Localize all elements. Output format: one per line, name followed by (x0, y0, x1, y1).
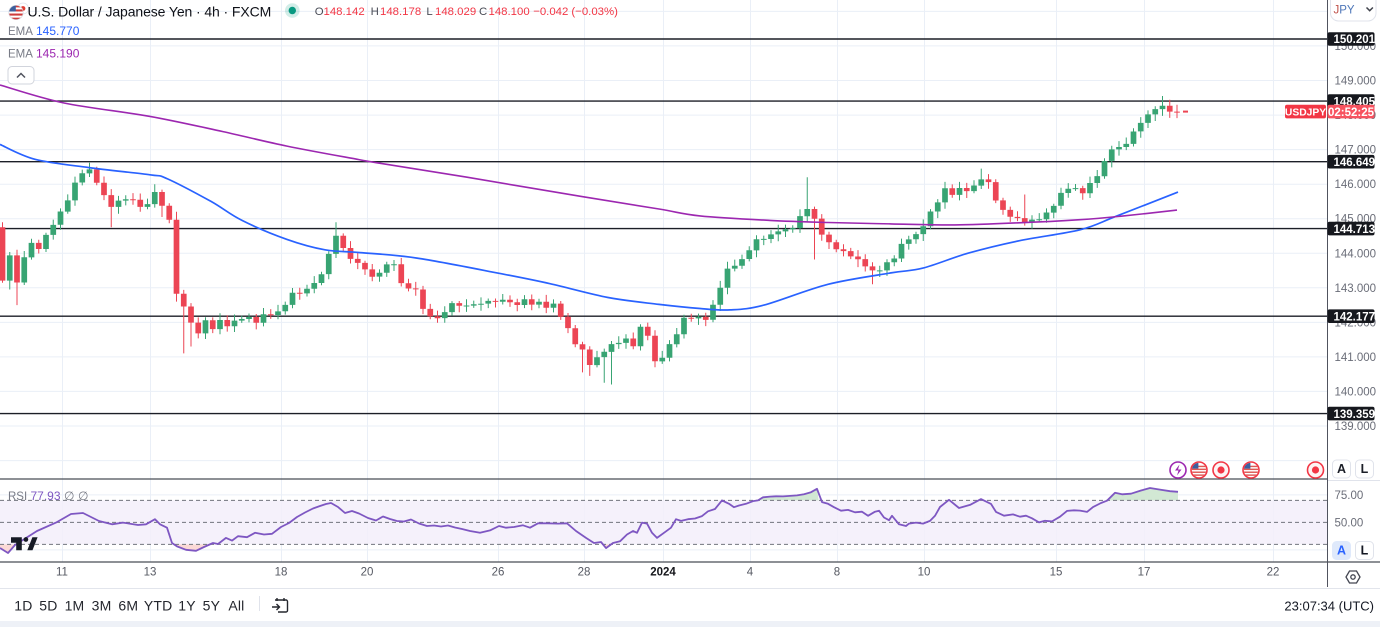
svg-text:18: 18 (275, 567, 288, 579)
svg-text:50.00: 50.00 (1335, 517, 1364, 529)
svg-text:8: 8 (834, 567, 840, 579)
svg-text:YTD: YTD (144, 598, 173, 614)
svg-text:A: A (1337, 462, 1346, 476)
svg-text:1Y: 1Y (178, 598, 196, 614)
svg-text:147.000: 147.000 (1335, 145, 1377, 157)
svg-text:77.93: 77.93 (31, 489, 61, 503)
svg-text:U.S. Dollar / Japanese Yen · 4: U.S. Dollar / Japanese Yen · 4h · FXCM (28, 4, 272, 20)
svg-text:∅: ∅ (78, 489, 88, 503)
svg-text:10: 10 (918, 567, 931, 579)
svg-text:139.359: 139.359 (1334, 409, 1376, 421)
svg-text:149.000: 149.000 (1335, 76, 1377, 88)
svg-text:L: L (1361, 544, 1369, 558)
svg-text:RSI: RSI (8, 491, 27, 503)
svg-text:144.713: 144.713 (1334, 224, 1376, 236)
svg-text:150.201: 150.201 (1334, 34, 1376, 46)
svg-text:L: L (1361, 462, 1369, 476)
svg-text:All: All (228, 598, 244, 614)
svg-text:26: 26 (492, 567, 505, 579)
svg-text:13: 13 (144, 567, 157, 579)
svg-text:17: 17 (1138, 567, 1151, 579)
svg-text:EMA: EMA (8, 49, 33, 61)
svg-text:5D: 5D (39, 598, 57, 614)
svg-text:6M: 6M (118, 598, 138, 614)
svg-text:23:07:34 (UTC): 23:07:34 (UTC) (1284, 599, 1374, 614)
svg-text:1D: 1D (14, 598, 32, 614)
svg-text:4: 4 (747, 567, 754, 579)
svg-text:144.000: 144.000 (1335, 248, 1377, 260)
svg-text:∅: ∅ (64, 489, 74, 503)
svg-text:EMA: EMA (8, 26, 33, 38)
svg-text:5Y: 5Y (203, 598, 221, 614)
svg-text:143.000: 143.000 (1335, 283, 1377, 295)
svg-text:140.000: 140.000 (1335, 386, 1377, 398)
svg-text:20: 20 (361, 567, 374, 579)
svg-text:141.000: 141.000 (1335, 352, 1377, 364)
svg-text:139.000: 139.000 (1335, 421, 1377, 433)
svg-text:JPY: JPY (1334, 5, 1355, 17)
svg-text:11: 11 (56, 567, 68, 579)
svg-text:145.770: 145.770 (36, 24, 80, 38)
svg-text:22: 22 (1267, 567, 1280, 579)
svg-text:A: A (1337, 544, 1346, 558)
svg-text:75.00: 75.00 (1335, 490, 1364, 502)
svg-text:28: 28 (578, 567, 591, 579)
svg-text:USDJPY: USDJPY (1285, 108, 1326, 119)
svg-text:145.190: 145.190 (36, 47, 80, 61)
svg-text:3M: 3M (92, 598, 112, 614)
svg-text:02:52:25: 02:52:25 (1328, 107, 1375, 119)
svg-text:142.177: 142.177 (1334, 311, 1376, 323)
svg-text:146.649: 146.649 (1334, 157, 1376, 169)
svg-text:2024: 2024 (650, 567, 676, 579)
svg-text:146.000: 146.000 (1335, 179, 1377, 191)
svg-text:1M: 1M (65, 598, 85, 614)
svg-text:15: 15 (1050, 567, 1063, 579)
